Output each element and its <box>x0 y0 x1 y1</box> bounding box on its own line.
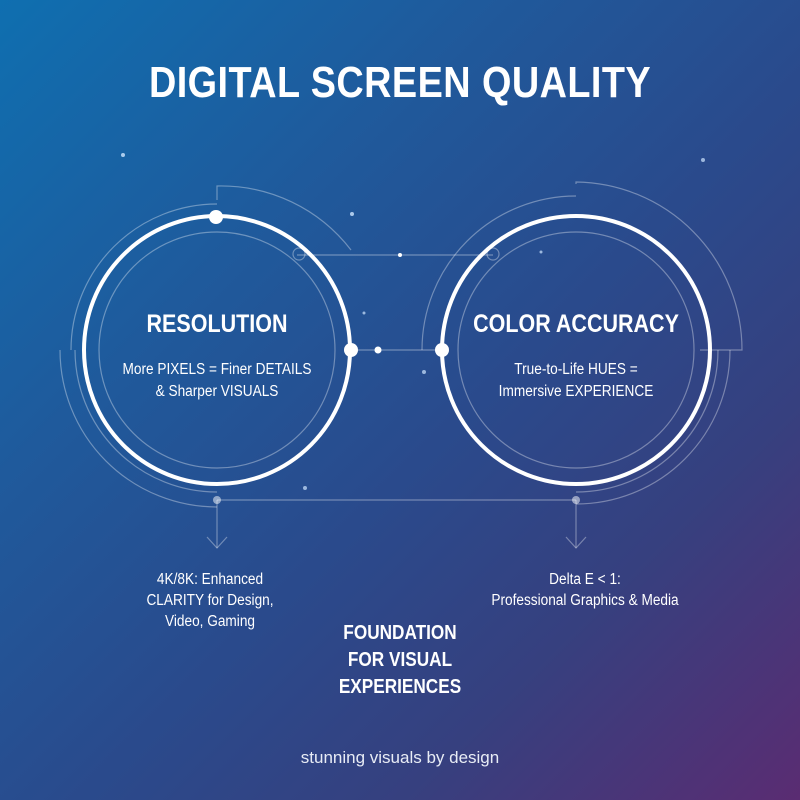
note-line: 4K/8K: Enhanced <box>156 571 264 588</box>
resolution-description: More PIXELS = Finer DETAILS & Sharper VI… <box>85 359 349 403</box>
color-accuracy-note: Delta E < 1: Professional Graphics & Med… <box>471 569 700 611</box>
foundation-label: FOUNDATION FOR VISUAL EXPERIENCES <box>314 620 486 701</box>
foundation-line: EXPERIENCES <box>338 676 462 698</box>
resolution-note: 4K/8K: Enhanced CLARITY for Design, Vide… <box>96 569 325 632</box>
description-line: More PIXELS = Finer DETAILS <box>122 361 312 378</box>
description-line: Immersive EXPERIENCE <box>498 383 654 400</box>
description-line: True-to-Life HUES = <box>514 361 638 378</box>
page-title: DIGITAL SCREEN QUALITY <box>148 58 652 107</box>
tagline: stunning visuals by design <box>300 748 500 767</box>
nodes <box>209 210 580 504</box>
color-accuracy-title: COLOR ACCURACY <box>473 310 679 338</box>
sparkles <box>121 153 705 490</box>
resolution-title: RESOLUTION <box>146 310 288 338</box>
decor-lines <box>59 181 743 549</box>
note-line: Video, Gaming <box>165 613 255 630</box>
description-line: & Sharper VISUALS <box>155 383 279 400</box>
color-accuracy-description: True-to-Life HUES = Immersive EXPERIENCE <box>444 359 708 403</box>
note-line: Professional Graphics & Media <box>491 592 679 609</box>
foundation-line: FOR VISUAL <box>347 649 453 671</box>
note-line: Delta E < 1: <box>549 571 621 588</box>
foundation-line: FOUNDATION <box>343 622 457 644</box>
note-line: CLARITY for Design, <box>146 592 274 609</box>
